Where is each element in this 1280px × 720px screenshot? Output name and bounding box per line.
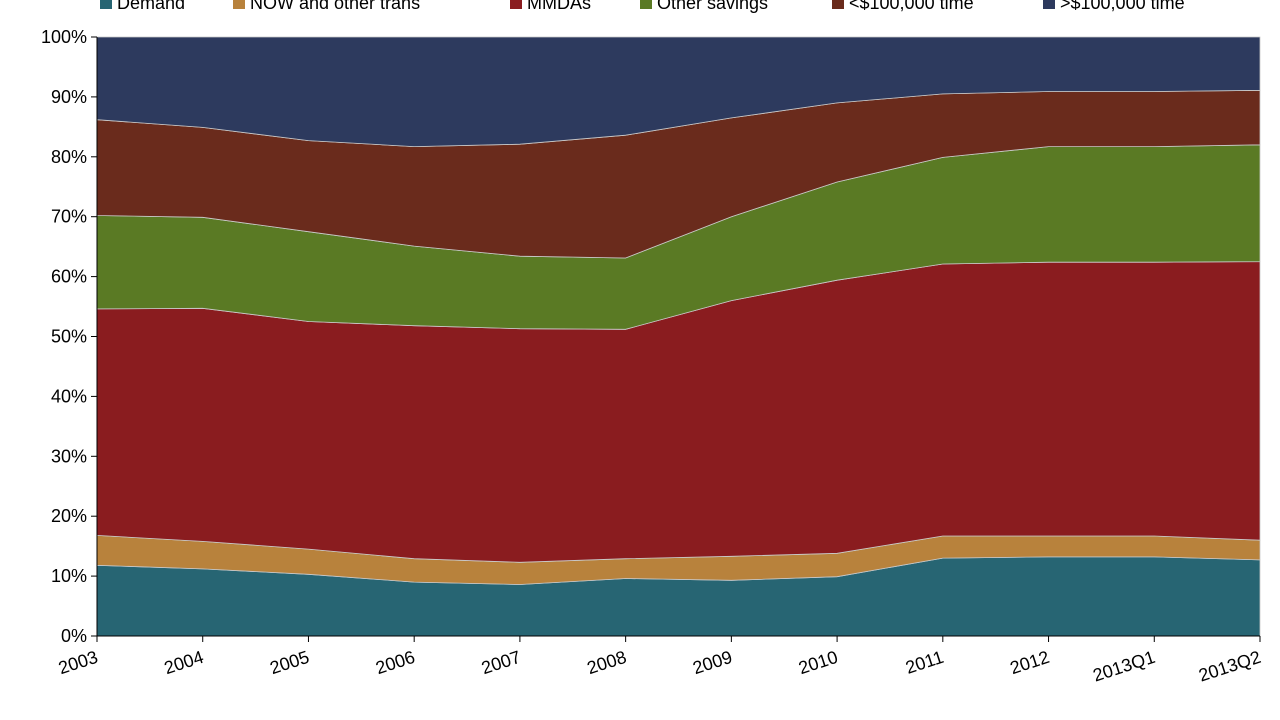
x-tick-label: 2007 <box>479 647 523 678</box>
legend-swatch <box>233 0 245 9</box>
y-tick-label: 60% <box>51 267 87 287</box>
legend-swatch <box>640 0 652 9</box>
legend-label: Other savings <box>657 0 768 13</box>
y-tick-label: 30% <box>51 446 87 466</box>
x-tick-label: 2013Q1 <box>1090 647 1157 686</box>
legend-label: <$100,000 time <box>849 0 974 13</box>
plot-area <box>96 36 1261 637</box>
y-tick-label: 20% <box>51 506 87 526</box>
y-tick-label: 0% <box>61 626 87 646</box>
x-tick-label: 2004 <box>162 647 206 678</box>
x-tick-label: 2010 <box>796 647 840 678</box>
x-tick-label: 2006 <box>373 647 417 678</box>
x-tick-label: 2003 <box>56 647 100 678</box>
y-tick-label: 10% <box>51 566 87 586</box>
y-axis: 0% 10% 20% 30% 40% 50% 60% 70% 80% 90% 100% <box>41 27 98 646</box>
legend: Demand NOW and other trans MMDAs Other savi… <box>100 0 1185 13</box>
legend-label: NOW and other trans <box>250 0 420 13</box>
y-tick-label: 90% <box>51 87 87 107</box>
x-tick-label: 2008 <box>585 647 629 678</box>
legend-swatch <box>832 0 844 9</box>
y-tick-label: 100% <box>41 27 87 47</box>
x-tick-label: 2013Q2 <box>1196 647 1263 686</box>
x-tick-label: 2011 <box>903 647 946 678</box>
y-tick-label: 80% <box>51 147 87 167</box>
legend-label: Demand <box>117 0 185 13</box>
legend-label: >$100,000 time <box>1060 0 1185 13</box>
x-tick-label: 2012 <box>1008 647 1052 678</box>
y-tick-label: 50% <box>51 327 87 347</box>
legend-label: MMDAs <box>527 0 591 13</box>
y-tick-label: 70% <box>51 207 87 227</box>
area-series-5 <box>96 36 1261 148</box>
x-tick-label: 2009 <box>690 647 734 678</box>
x-axis: 2003 2004 2005 2006 2007 2008 2009 2010 2011 2012… <box>56 635 1263 686</box>
legend-swatch <box>510 0 522 9</box>
x-tick-label: 2005 <box>267 647 311 678</box>
legend-swatch <box>100 0 112 9</box>
y-tick-label: 40% <box>51 386 87 406</box>
legend-swatch <box>1043 0 1055 9</box>
